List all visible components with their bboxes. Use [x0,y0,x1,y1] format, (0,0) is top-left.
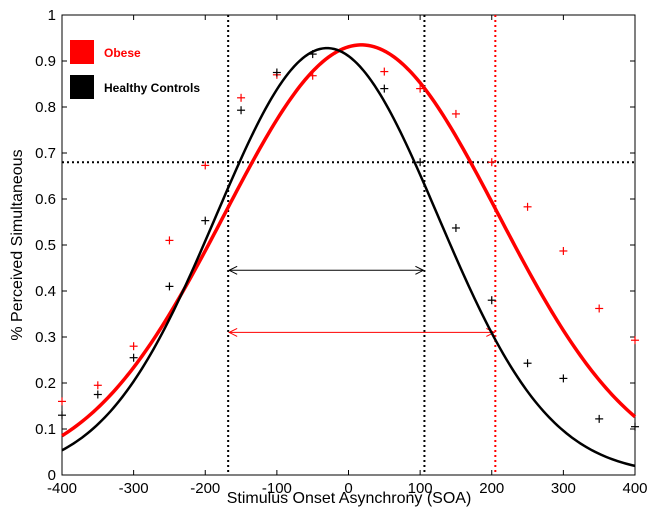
legend: Obese Healthy Controls [70,40,200,99]
point-healthy-controls [58,411,66,420]
y-tick-label: 0.3 [35,329,56,346]
point-healthy-controls [237,106,246,115]
legend-swatch-healthy-controls [70,75,94,99]
x-axis: -400 -300 -200 -100 0 100 200 300 400 [47,15,648,497]
point-healthy-controls [165,282,174,291]
fit-curve-obese [61,43,637,438]
point-healthy-controls [595,414,604,423]
y-tick-label: 0.5 [35,237,56,254]
y-axis: 0 0.1 0.2 0.3 0.4 0.5 0.6 0.7 0.8 0.9 1 [35,7,635,484]
point-healthy-controls [93,390,102,399]
x-tick-label: 100 [408,480,433,497]
point-obese [237,93,246,102]
point-obese [129,342,138,351]
y-axis-title: % Perceived Simultaneous [9,149,26,340]
data-points [58,50,639,431]
x-tick-label: 400 [622,480,647,497]
point-healthy-controls [308,50,317,59]
x-tick-label: 300 [551,480,576,497]
healthy-window-arrow [228,265,425,275]
x-tick-label: -200 [190,480,220,497]
fit-curve-healthy-controls [61,46,636,468]
point-healthy-controls [523,359,532,368]
point-obese [201,161,210,170]
y-tick-label: 0.9 [35,53,56,70]
y-tick-label: 0.2 [35,375,56,392]
point-obese [523,202,532,211]
y-tick-label: 0 [48,467,56,484]
point-obese [487,158,496,167]
point-healthy-controls [487,296,496,305]
x-axis-title: Stimulus Onset Asynchrony (SOA) [227,490,472,507]
point-healthy-controls [631,422,639,431]
reference-lines [62,15,635,475]
point-healthy-controls [380,84,389,93]
x-tick-label: -100 [262,480,292,497]
legend-label-obese: Obese [104,46,141,60]
point-healthy-controls [559,374,568,383]
x-tick-label: -400 [47,480,77,497]
x-tick-label: -300 [119,480,149,497]
y-tick-label: 0.6 [35,191,56,208]
y-tick-label: 0.8 [35,99,56,116]
point-healthy-controls [451,223,460,232]
obese-window-arrow [228,327,496,337]
legend-swatch-obese [70,40,94,64]
point-healthy-controls [201,216,210,225]
point-obese [595,304,604,313]
y-tick-label: 1 [48,7,56,24]
point-obese [451,109,460,118]
point-obese [559,246,568,255]
point-obese [308,71,317,80]
x-tick-label: 200 [479,480,504,497]
legend-label-healthy-controls: Healthy Controls [104,81,200,95]
point-healthy-controls [129,353,138,362]
point-obese [380,67,389,76]
y-tick-label: 0.7 [35,145,56,162]
window-arrows [228,265,496,337]
fit-curves [61,43,637,468]
y-tick-label: 0.4 [35,283,56,300]
point-obese [58,397,66,406]
point-obese [165,236,174,245]
x-tick-label: 0 [344,480,352,497]
point-obese [631,336,639,345]
point-healthy-controls [416,158,425,167]
point-obese [93,381,102,390]
point-healthy-controls [272,68,281,77]
y-tick-label: 0.1 [35,421,56,438]
point-obese [416,84,425,93]
